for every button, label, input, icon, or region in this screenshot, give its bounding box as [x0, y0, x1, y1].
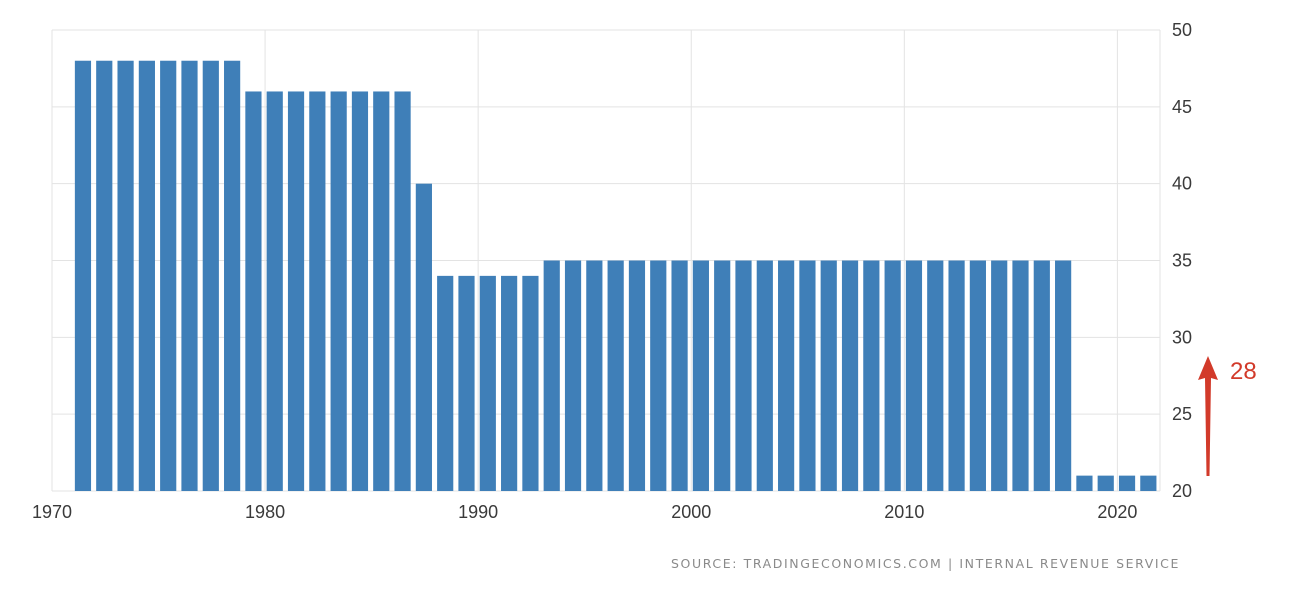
bar-1995	[586, 260, 603, 491]
bar-2004	[778, 260, 795, 491]
bar-1996	[607, 260, 624, 491]
annotation-arrow-up-icon	[1198, 356, 1218, 476]
bar-1991	[501, 275, 518, 491]
bar-2009	[884, 260, 901, 491]
y-axis-ticks: 20 25 30 35 40 45 50	[1172, 20, 1192, 501]
y-tick-label: 20	[1172, 481, 1192, 501]
bar-2011	[927, 260, 944, 491]
bar-2002	[735, 260, 752, 491]
bar-1975	[160, 60, 177, 491]
y-tick-label: 25	[1172, 404, 1192, 424]
bar-1982	[309, 91, 326, 491]
bar-1985	[373, 91, 390, 491]
bar-2003	[756, 260, 773, 491]
y-tick-label: 30	[1172, 327, 1192, 347]
x-tick-label: 2010	[884, 502, 924, 522]
bar-1988	[437, 275, 454, 491]
y-tick-label: 45	[1172, 97, 1192, 117]
bar-1994	[564, 260, 582, 491]
bar-1977	[202, 60, 219, 491]
bar-1993	[543, 260, 560, 491]
bar-2000	[692, 260, 709, 491]
bar-1997	[628, 260, 646, 491]
bar-2005	[799, 260, 816, 491]
x-tick-label: 2020	[1097, 502, 1137, 522]
bar-2015	[1012, 260, 1029, 491]
bar-2007	[841, 260, 859, 491]
bar-2010	[905, 260, 923, 491]
annotation-label: 28	[1230, 358, 1257, 385]
y-tick-label: 35	[1172, 251, 1192, 271]
bar-2016	[1033, 260, 1050, 491]
bar-2012	[948, 260, 965, 491]
bar-1976	[181, 60, 198, 491]
bar-1981	[287, 91, 305, 491]
bar-1987	[415, 183, 432, 492]
bar-2019	[1097, 475, 1114, 491]
bar-1972	[96, 60, 113, 491]
source-note: SOURCE: TRADINGECONOMICS.COM | INTERNAL …	[671, 556, 1180, 571]
annotation: 28	[1198, 356, 1257, 476]
x-tick-label: 1990	[458, 502, 498, 522]
bar-1989	[458, 275, 475, 491]
y-tick-label: 50	[1172, 20, 1192, 40]
bar-1978	[224, 60, 241, 491]
bar-1984	[351, 91, 369, 491]
bar-1973	[117, 60, 134, 491]
bar-2014	[991, 260, 1008, 491]
bar-2001	[714, 260, 731, 491]
x-tick-label: 1980	[245, 502, 285, 522]
bar-2018	[1076, 475, 1093, 491]
bar-1992	[522, 275, 539, 491]
y-tick-label: 40	[1172, 174, 1192, 194]
bar-1990	[479, 275, 496, 491]
bar-1974	[138, 60, 155, 491]
x-axis-ticks: 1970 1980 1990 2000 2010 2020	[32, 502, 1137, 522]
bar-1983	[330, 91, 347, 491]
bar-2021	[1140, 475, 1157, 491]
x-tick-label: 2000	[671, 502, 711, 522]
x-tick-label: 1970	[32, 502, 72, 522]
bar-1998	[650, 260, 667, 491]
bar-2006	[820, 260, 837, 491]
bar-2008	[863, 260, 880, 491]
bar-1971	[74, 60, 92, 491]
bar-1980	[266, 91, 283, 491]
bar-2017	[1055, 260, 1072, 491]
bars-group	[74, 60, 1157, 492]
bar-1986	[394, 91, 411, 491]
bar-2020	[1118, 475, 1136, 491]
bar-2013	[969, 260, 986, 491]
bar-1999	[671, 260, 688, 491]
bar-1979	[245, 91, 262, 491]
